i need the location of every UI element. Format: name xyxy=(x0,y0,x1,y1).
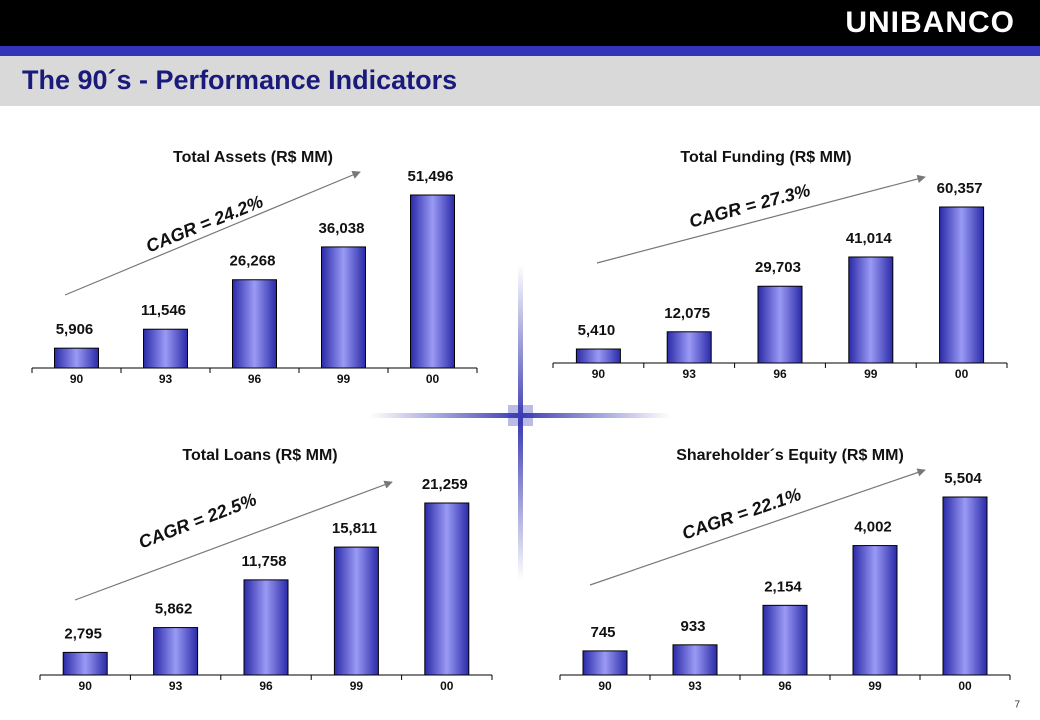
value-label: 12,075 xyxy=(664,305,710,322)
bar xyxy=(672,644,718,676)
bar xyxy=(232,279,277,369)
x-tick-label: 99 xyxy=(864,367,878,381)
title-band xyxy=(0,56,1040,106)
bar xyxy=(410,194,455,369)
chart-title: Total Funding (R$ MM) xyxy=(680,149,851,166)
value-label: 15,811 xyxy=(332,520,377,537)
bar xyxy=(333,546,379,676)
bar xyxy=(757,285,803,364)
x-tick-label: 96 xyxy=(773,367,787,381)
chart-title: Shareholder´s Equity (R$ MM) xyxy=(676,447,904,464)
bar xyxy=(848,256,894,364)
x-tick-label: 99 xyxy=(350,679,364,693)
x-tick-label: 00 xyxy=(955,367,969,381)
x-tick-label: 96 xyxy=(248,372,262,386)
cagr-annotation: CAGR = 22.1% xyxy=(679,484,803,543)
bar xyxy=(62,651,108,676)
x-tick-label: 93 xyxy=(683,367,697,381)
cagr-annotation: CAGR = 27.3% xyxy=(687,180,812,232)
value-label: 2,154 xyxy=(764,578,802,595)
x-tick-label: 90 xyxy=(592,367,606,381)
bar xyxy=(942,496,988,676)
bar xyxy=(939,206,985,364)
x-tick-label: 93 xyxy=(688,679,702,693)
x-tick-label: 96 xyxy=(259,679,273,693)
bar xyxy=(666,331,712,364)
value-label: 5,504 xyxy=(944,470,982,487)
x-tick-label: 90 xyxy=(79,679,93,693)
value-label: 5,862 xyxy=(155,601,193,618)
bar xyxy=(243,579,289,676)
cagr-annotation: CAGR = 24.2% xyxy=(143,191,266,256)
x-tick-label: 93 xyxy=(159,372,173,386)
x-tick-label: 00 xyxy=(426,372,440,386)
page-number: 7 xyxy=(1014,700,1020,711)
value-label: 5,410 xyxy=(578,322,616,339)
value-label: 11,758 xyxy=(241,553,286,570)
x-tick-label: 90 xyxy=(598,679,612,693)
x-tick-label: 99 xyxy=(337,372,351,386)
x-tick-label: 90 xyxy=(70,372,84,386)
value-label: 21,259 xyxy=(422,476,468,493)
value-label: 2,795 xyxy=(64,625,102,642)
slide-title: The 90´s - Performance Indicators xyxy=(22,65,457,95)
x-tick-label: 00 xyxy=(440,679,454,693)
bar xyxy=(153,627,199,676)
cross-center xyxy=(508,405,533,426)
bar xyxy=(54,347,99,369)
top-band xyxy=(0,0,1040,46)
value-label: 26,268 xyxy=(230,253,276,270)
logo: UNIBANCO xyxy=(845,6,1015,39)
value-label: 41,014 xyxy=(846,230,893,247)
cagr-arrow xyxy=(74,480,393,601)
bar xyxy=(852,545,898,676)
value-label: 29,703 xyxy=(755,259,801,276)
bar xyxy=(143,328,188,369)
x-tick-label: 00 xyxy=(958,679,972,693)
bar xyxy=(321,246,366,369)
chart-title: Total Assets (R$ MM) xyxy=(173,149,333,166)
chart-title: Total Loans (R$ MM) xyxy=(182,447,337,464)
value-label: 11,546 xyxy=(141,302,186,319)
x-tick-label: 99 xyxy=(868,679,882,693)
bar xyxy=(424,502,470,676)
cross-horizontal xyxy=(370,413,670,418)
value-label: 51,496 xyxy=(408,168,454,185)
cagr-annotation: CAGR = 22.5% xyxy=(136,489,259,552)
value-label: 5,906 xyxy=(56,321,94,338)
value-label: 60,357 xyxy=(937,180,983,197)
value-label: 36,038 xyxy=(319,220,365,237)
bar xyxy=(582,650,628,676)
x-tick-label: 96 xyxy=(778,679,792,693)
bar xyxy=(575,348,621,364)
value-label: 4,002 xyxy=(854,519,892,536)
cross-vertical xyxy=(518,265,523,580)
cagr-arrow xyxy=(596,174,926,264)
cagr-arrow xyxy=(64,171,361,296)
value-label: 933 xyxy=(680,618,705,635)
value-label: 745 xyxy=(590,624,615,641)
blue-stripe xyxy=(0,46,1040,56)
x-tick-label: 93 xyxy=(169,679,183,693)
cagr-arrow xyxy=(589,468,926,586)
bar xyxy=(762,604,808,676)
